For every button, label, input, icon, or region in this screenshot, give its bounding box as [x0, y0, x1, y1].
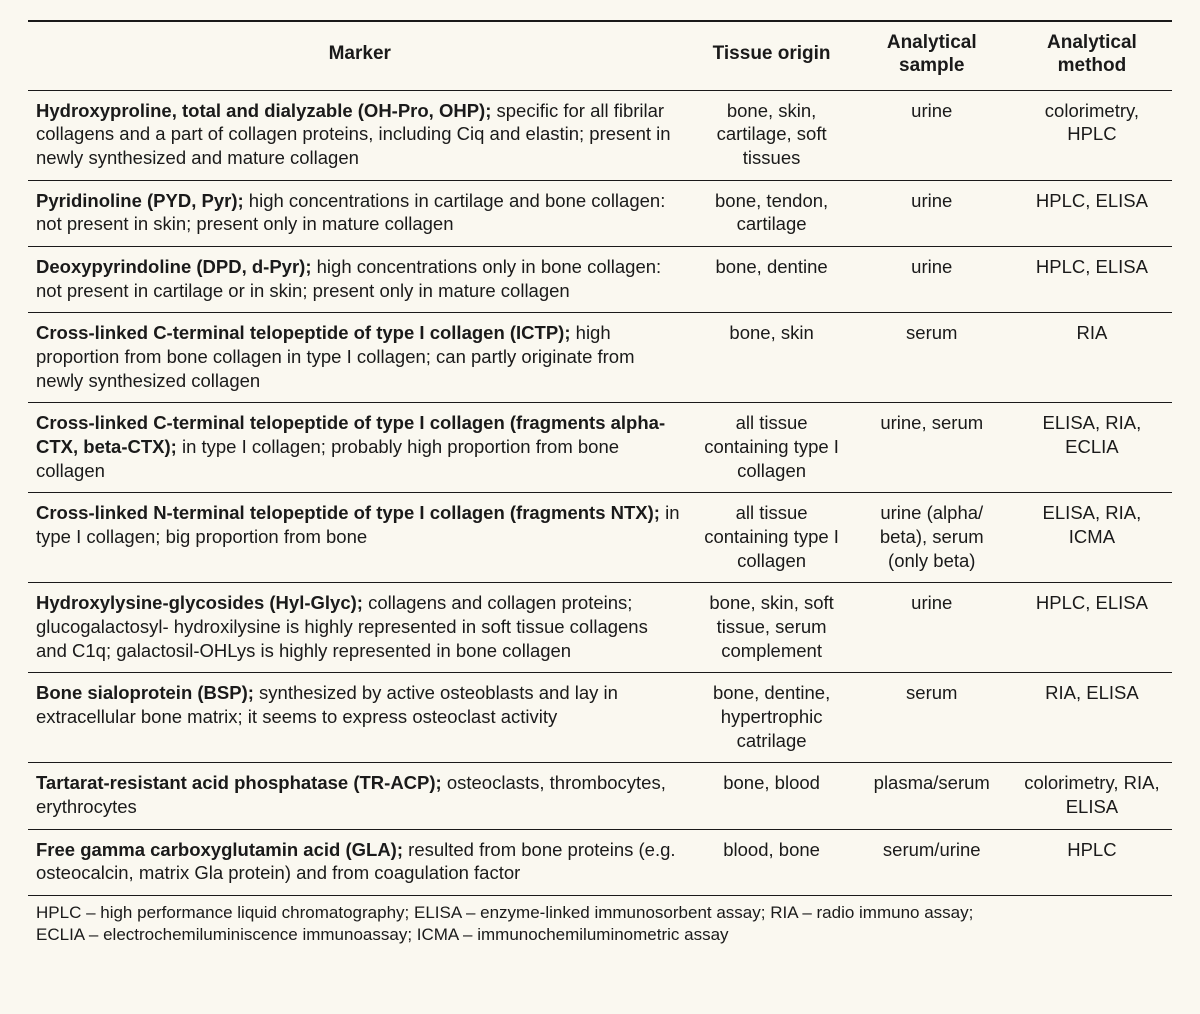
marker-title: Hydroxylysine-glycosides (Hyl-Glyc);	[36, 592, 363, 613]
marker-cell: Hydroxyproline, total and dialyzable (OH…	[28, 90, 692, 180]
analytical-method-cell: colorimetry, HPLC	[1012, 90, 1172, 180]
tissue-origin-cell: bone, dentine	[692, 246, 852, 312]
footnote-line-2: ECLIA – electrochemiluminiscence immunoa…	[36, 924, 1164, 946]
marker-cell: Deoxypyrindoline (DPD, d-Pyr); high conc…	[28, 246, 692, 312]
marker-cell: Tartarat-resistant acid phosphatase (TR-…	[28, 763, 692, 829]
tissue-origin-cell: bone, dentine, hypertrophic catrilage	[692, 673, 852, 763]
tissue-origin-cell: all tissue containing type I collagen	[692, 403, 852, 493]
analytical-sample-cell: urine	[852, 246, 1012, 312]
tissue-origin-cell: bone, blood	[692, 763, 852, 829]
marker-title: Deoxypyrindoline (DPD, d-Pyr);	[36, 256, 311, 277]
marker-cell: Cross-linked N-terminal telopeptide of t…	[28, 493, 692, 583]
footnote-row: HPLC – high performance liquid chromatog…	[28, 896, 1172, 951]
col-header-marker: Marker	[28, 21, 692, 90]
markers-table: Marker Tissue origin Analytical sample A…	[28, 20, 1172, 950]
table-row: Bone sialoprotein (BSP); synthesized by …	[28, 673, 1172, 763]
table-row: Pyridinoline (PYD, Pyr); high concentrat…	[28, 180, 1172, 246]
tissue-origin-cell: all tissue containing type I collagen	[692, 493, 852, 583]
tissue-origin-cell: bone, skin, soft tissue, serum complemen…	[692, 583, 852, 673]
analytical-sample-cell: urine	[852, 90, 1012, 180]
marker-title: Cross-linked C-terminal telopeptide of t…	[36, 322, 571, 343]
col-header-sample: Analytical sample	[852, 21, 1012, 90]
marker-title: Bone sialoprotein (BSP);	[36, 682, 254, 703]
analytical-sample-cell: urine	[852, 583, 1012, 673]
marker-cell: Free gamma carboxyglutamin acid (GLA); r…	[28, 829, 692, 895]
marker-title: Pyridinoline (PYD, Pyr);	[36, 190, 244, 211]
table-row: Cross-linked C-terminal telopeptide of t…	[28, 403, 1172, 493]
col-header-method: Analytical method	[1012, 21, 1172, 90]
table-row: Hydroxyproline, total and dialyzable (OH…	[28, 90, 1172, 180]
marker-title: Tartarat-resistant acid phosphatase (TR-…	[36, 772, 442, 793]
marker-title: Cross-linked N-terminal telopeptide of t…	[36, 502, 660, 523]
analytical-method-cell: HPLC, ELISA	[1012, 246, 1172, 312]
marker-cell: Hydroxylysine-glycosides (Hyl-Glyc); col…	[28, 583, 692, 673]
footnote-line-1: HPLC – high performance liquid chromatog…	[36, 902, 1164, 924]
analytical-method-cell: colorimetry, RIA, ELISA	[1012, 763, 1172, 829]
table-row: Hydroxylysine-glycosides (Hyl-Glyc); col…	[28, 583, 1172, 673]
analytical-sample-cell: serum	[852, 313, 1012, 403]
table-header-row: Marker Tissue origin Analytical sample A…	[28, 21, 1172, 90]
analytical-sample-cell: serum/urine	[852, 829, 1012, 895]
col-header-tissue: Tissue origin	[692, 21, 852, 90]
table-row: Deoxypyrindoline (DPD, d-Pyr); high conc…	[28, 246, 1172, 312]
tissue-origin-cell: blood, bone	[692, 829, 852, 895]
analytical-sample-cell: urine (alpha/ beta), serum (only beta)	[852, 493, 1012, 583]
tissue-origin-cell: bone, skin, cartilage, soft tissues	[692, 90, 852, 180]
analytical-method-cell: HPLC	[1012, 829, 1172, 895]
table-row: Cross-linked N-terminal telopeptide of t…	[28, 493, 1172, 583]
analytical-method-cell: HPLC, ELISA	[1012, 583, 1172, 673]
analytical-method-cell: HPLC, ELISA	[1012, 180, 1172, 246]
marker-title: Free gamma carboxyglutamin acid (GLA);	[36, 839, 403, 860]
analytical-sample-cell: plasma/serum	[852, 763, 1012, 829]
marker-cell: Cross-linked C-terminal telopeptide of t…	[28, 403, 692, 493]
marker-cell: Cross-linked C-terminal telopeptide of t…	[28, 313, 692, 403]
marker-title: Hydroxyproline, total and dialyzable (OH…	[36, 100, 491, 121]
table-row: Cross-linked C-terminal telopeptide of t…	[28, 313, 1172, 403]
tissue-origin-cell: bone, tendon, cartilage	[692, 180, 852, 246]
marker-cell: Pyridinoline (PYD, Pyr); high concentrat…	[28, 180, 692, 246]
analytical-sample-cell: urine, serum	[852, 403, 1012, 493]
analytical-method-cell: ELISA, RIA, ICMA	[1012, 493, 1172, 583]
marker-cell: Bone sialoprotein (BSP); synthesized by …	[28, 673, 692, 763]
tissue-origin-cell: bone, skin	[692, 313, 852, 403]
analytical-method-cell: RIA	[1012, 313, 1172, 403]
analytical-sample-cell: serum	[852, 673, 1012, 763]
analytical-method-cell: RIA, ELISA	[1012, 673, 1172, 763]
table-row: Free gamma carboxyglutamin acid (GLA); r…	[28, 829, 1172, 895]
table-row: Tartarat-resistant acid phosphatase (TR-…	[28, 763, 1172, 829]
analytical-sample-cell: urine	[852, 180, 1012, 246]
analytical-method-cell: ELISA, RIA, ECLIA	[1012, 403, 1172, 493]
